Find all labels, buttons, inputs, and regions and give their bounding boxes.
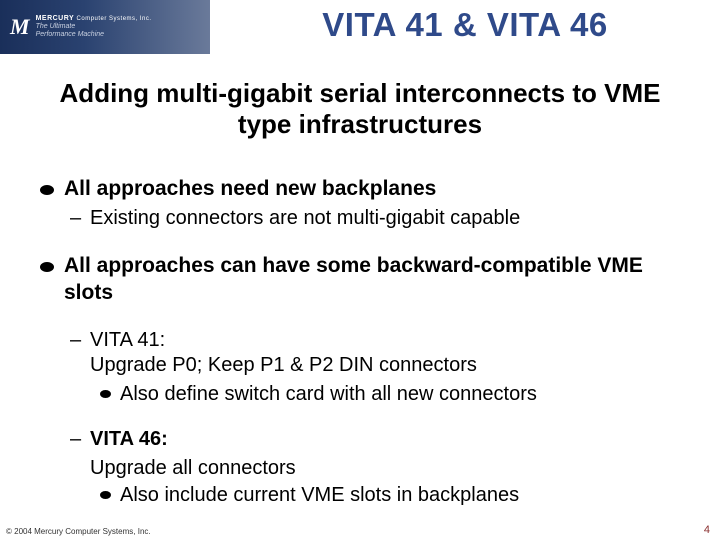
logo-line1: MERCURY Computer Systems, Inc. (36, 15, 152, 23)
bullet-2-2-text-row: – Upgrade all connectors (40, 456, 690, 481)
slide: M MERCURY Computer Systems, Inc. The Ult… (0, 0, 720, 540)
bullet-2-1-label: VITA 41: (90, 329, 165, 351)
bullet-2-1-a: Also define switch card with all new con… (40, 382, 690, 407)
footer-copyright: © 2004 Mercury Computer Systems, Inc. (6, 527, 151, 536)
bullet-2-2: VITA 46: (40, 427, 690, 452)
bullet-2-1: VITA 41: Upgrade P0; Keep P1 & P2 DIN co… (40, 328, 690, 378)
bullet-2-1-text: Upgrade P0; Keep P1 & P2 DIN connectors (90, 354, 477, 376)
logo-text: MERCURY Computer Systems, Inc. The Ultim… (36, 15, 152, 38)
spacer (40, 407, 690, 423)
logo-mark: M (10, 14, 30, 40)
title-text: VITA 41 & VITA 46 (322, 6, 607, 43)
bullet-1: All approaches need new backplanes (40, 176, 690, 202)
slide-body: All approaches need new backplanes Exist… (40, 174, 690, 508)
bullet-2-2-text: Upgrade all connectors (90, 457, 296, 479)
spacer (40, 235, 690, 251)
slide-subtitle: Adding multi-gigabit serial interconnect… (32, 78, 688, 139)
bullet-2: All approaches can have some backward-co… (40, 253, 690, 306)
bullet-2-2-a: Also include current VME slots in backpl… (40, 483, 690, 508)
bullet-2-2-label: VITA 46: (90, 428, 168, 450)
logo-tagline2: Performance Machine (36, 31, 152, 39)
spacer (40, 308, 690, 324)
bullet-1-1: Existing connectors are not multi-gigabi… (40, 206, 690, 231)
slide-title: VITA 41 & VITA 46 (230, 6, 700, 44)
logo-strip: M MERCURY Computer Systems, Inc. The Ult… (0, 0, 210, 54)
page-number: 4 (704, 524, 710, 536)
logo-tagline1: The Ultimate (36, 23, 152, 31)
